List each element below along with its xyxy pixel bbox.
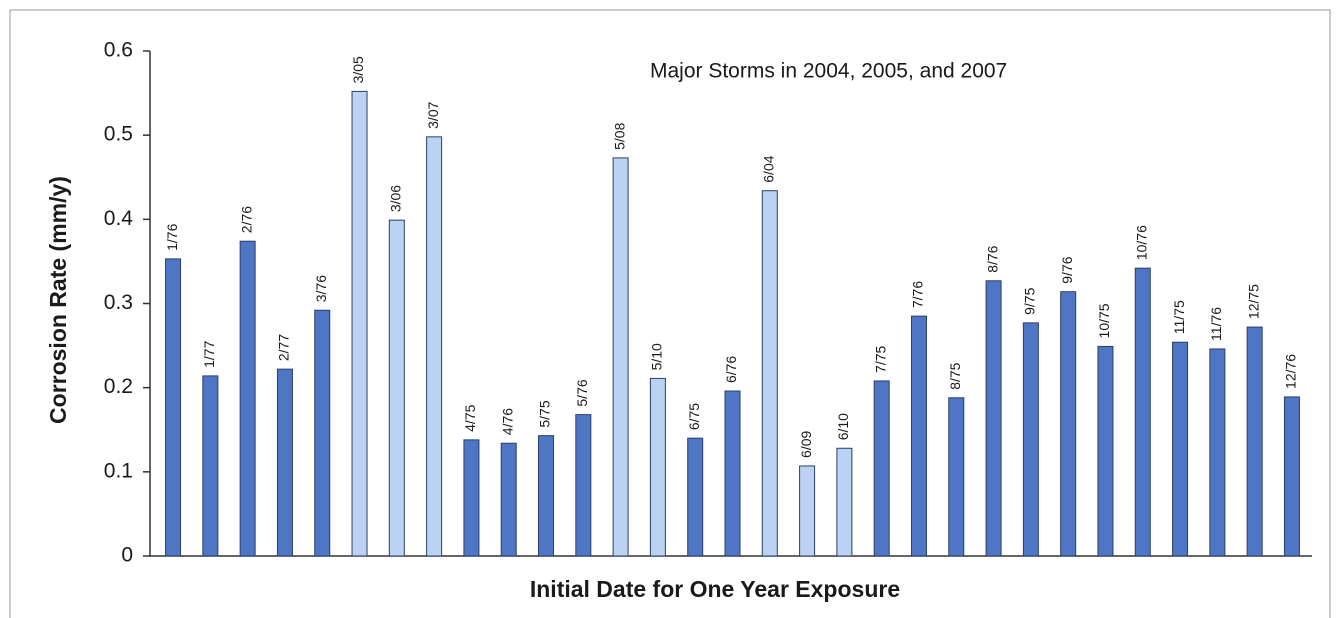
bar-category-label: 2/76 <box>238 206 254 233</box>
bar-category-label: 11/76 <box>1208 307 1224 341</box>
bar <box>948 397 965 557</box>
bar-category-label: 3/76 <box>313 275 329 302</box>
bar-category-label: 1/77 <box>201 340 217 367</box>
bar <box>500 442 517 557</box>
bar <box>202 375 219 557</box>
bar-category-label: 4/76 <box>499 408 515 435</box>
bar <box>649 377 666 557</box>
bar <box>165 258 182 557</box>
chart-frame <box>9 9 1331 618</box>
y-tick-label: 0.3 <box>104 291 133 314</box>
bar <box>799 465 816 557</box>
bar <box>910 315 927 557</box>
bar-category-label: 12/75 <box>1245 284 1261 319</box>
bar <box>1246 326 1263 557</box>
bar-category-label: 8/75 <box>947 362 963 389</box>
bar <box>426 136 443 557</box>
bar <box>985 280 1002 557</box>
bar <box>1283 396 1300 557</box>
bar <box>463 439 480 557</box>
bar-category-label: 7/76 <box>910 281 926 308</box>
bar-category-label: 8/76 <box>984 245 1000 272</box>
bar-category-label: 6/76 <box>723 356 739 383</box>
bar-category-label: 5/08 <box>611 122 627 149</box>
bar <box>1060 291 1077 557</box>
bar <box>575 414 592 557</box>
bar-category-label: 9/75 <box>1022 287 1038 314</box>
bar <box>724 390 741 557</box>
bar-category-label: 6/75 <box>686 403 702 430</box>
y-tick-label: 0.6 <box>104 39 133 62</box>
x-axis-title: Initial Date for One Year Exposure <box>530 576 900 602</box>
bar <box>239 240 256 557</box>
y-tick-label: 0.1 <box>104 459 133 482</box>
bar-category-label: 3/07 <box>425 101 441 128</box>
bar-category-label: 12/76 <box>1283 354 1299 389</box>
bar <box>1172 341 1189 557</box>
bar <box>1209 348 1226 557</box>
bar-category-label: 6/09 <box>798 430 814 457</box>
bar-category-label: 5/75 <box>537 400 553 427</box>
bar <box>1097 345 1114 557</box>
bar-category-label: 11/75 <box>1171 300 1187 334</box>
bar <box>538 435 555 557</box>
bar <box>1134 267 1151 557</box>
bar-category-label: 7/75 <box>872 345 888 372</box>
bar-category-label: 4/75 <box>462 404 478 431</box>
bar-category-label: 2/77 <box>276 334 292 361</box>
y-tick-label: 0.2 <box>104 375 133 398</box>
annotation: Major Storms in 2004, 2005, and 2007 <box>650 60 1007 83</box>
bar <box>836 447 853 557</box>
bar <box>612 157 629 557</box>
bar <box>1022 322 1039 557</box>
bar-category-label: 3/05 <box>350 56 366 83</box>
bar-category-label: 5/76 <box>574 379 590 406</box>
bar-category-label: 3/06 <box>388 185 404 212</box>
bar-category-label: 1/76 <box>164 223 180 250</box>
bar <box>388 219 405 557</box>
bar <box>873 380 890 557</box>
bar <box>687 437 704 557</box>
bar <box>276 368 293 557</box>
bar <box>351 90 368 557</box>
bar <box>314 309 331 557</box>
bar-category-label: 5/10 <box>649 343 665 370</box>
y-tick-label: 0 <box>121 544 133 567</box>
y-axis-title: Corrosion Rate (mm/y) <box>45 176 71 424</box>
bar-category-label: 10/75 <box>1096 303 1112 338</box>
bar-category-label: 6/04 <box>760 155 776 182</box>
y-tick-label: 0.5 <box>104 123 133 146</box>
bar-category-label: 6/10 <box>835 413 851 440</box>
y-tick-label: 0.4 <box>104 207 134 230</box>
bar-category-label: 10/76 <box>1133 225 1149 260</box>
bar-category-label: 9/76 <box>1059 256 1075 283</box>
bar <box>761 190 778 557</box>
